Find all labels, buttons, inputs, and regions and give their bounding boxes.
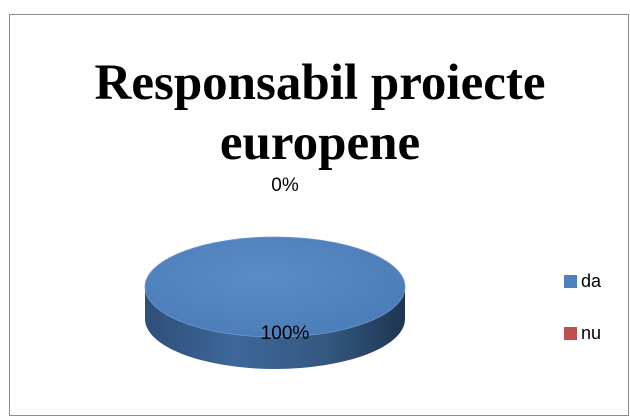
chart-title-line-1: Responsabil proiecte [94, 55, 546, 111]
legend-item-da: da [564, 270, 601, 292]
chart-title-line-2: europene [219, 115, 421, 171]
legend-label-da: da [581, 270, 602, 291]
data-label-nu: 0% [271, 175, 299, 196]
data-label-da: 100% [261, 323, 310, 344]
chart-title: Responsabil proiecte europene [10, 53, 630, 173]
legend: da nu [564, 270, 601, 374]
legend-item-nu: nu [564, 322, 601, 344]
pie-plot: 100% 0% [144, 175, 406, 369]
pie-slice-da-top [144, 236, 406, 338]
legend-label-nu: nu [581, 322, 602, 343]
pie-slice-da [144, 236, 406, 369]
legend-swatch-da [564, 274, 577, 288]
chart-frame: Responsabil proiecte europene 100% 0% da n… [9, 14, 629, 416]
pie-slice-da-side [145, 287, 405, 369]
legend-swatch-nu [564, 326, 577, 340]
